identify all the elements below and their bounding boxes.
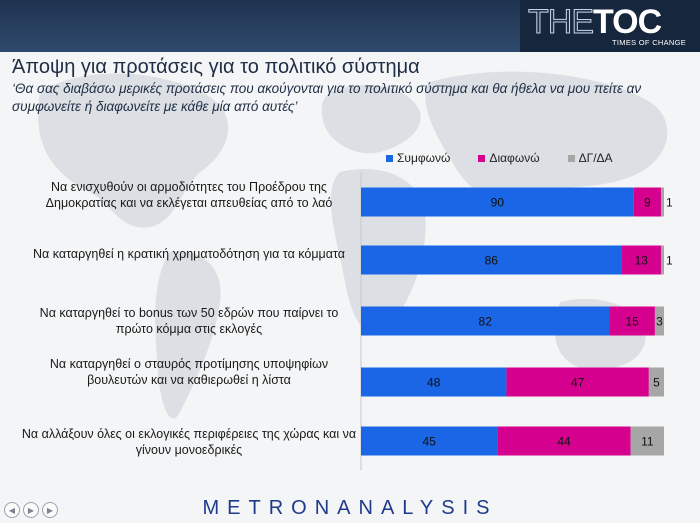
data-label-dk: 1 — [666, 254, 673, 268]
bar-segment-disagree — [506, 367, 649, 397]
data-label-agree: 86 — [485, 254, 499, 268]
legend-item-agree: Συμφωνώ — [386, 151, 450, 165]
bar-segment-agree — [361, 426, 498, 456]
bar-segment-dk — [660, 245, 664, 275]
logo-toc-text: TOC — [593, 3, 662, 41]
statement-label: Να αλλάξουν όλες οι εκλογικές περιφέρειε… — [21, 427, 357, 457]
legend-label-agree: Συμφωνώ — [397, 151, 451, 165]
data-label-agree: 48 — [427, 376, 441, 390]
bar-segment-agree — [361, 306, 610, 336]
legend-swatch-dk — [567, 154, 575, 162]
bar-segment-disagree — [633, 187, 661, 217]
legend-label-disagree: Διαφωνώ — [489, 151, 540, 165]
bar-segment-agree — [361, 187, 634, 217]
bar-segment-dk — [630, 426, 664, 456]
bar-segment-dk — [654, 306, 664, 336]
prev-slide-icon[interactable]: ◀ — [4, 502, 20, 518]
bar-segment-disagree — [609, 306, 655, 336]
bar-segment-agree — [361, 245, 622, 275]
legend-item-disagree: Διαφωνώ — [478, 151, 540, 165]
data-label-dk: 11 — [641, 435, 654, 449]
data-label-disagree: 15 — [626, 315, 640, 329]
bar-segment-disagree — [621, 245, 661, 275]
legend-swatch-disagree — [478, 154, 486, 162]
legend-swatch-agree — [386, 154, 393, 162]
legend-item-dk: ΔΓ/ΔΑ — [567, 151, 613, 165]
legend-label-dk: ΔΓ/ΔΑ — [578, 151, 613, 165]
data-label-dk: 1 — [666, 196, 673, 210]
data-label-disagree: 13 — [635, 254, 649, 268]
slide-navigation: ◀ ▶ ▶ — [4, 502, 58, 518]
data-label-dk: 3 — [656, 315, 663, 329]
logo-tagline: TIMES OF CHANGE — [612, 38, 687, 47]
data-label-agree: 45 — [422, 435, 436, 449]
data-label-disagree: 47 — [571, 376, 585, 390]
question-text: ‘Θα σας διαβάσω μερικές προτάσεις που ακ… — [12, 81, 642, 114]
metronanalysis-logo: METRONANALYSIS — [202, 497, 498, 519]
thetoc-logo: THETOC TIMES OF CHANGE — [520, 0, 700, 52]
data-label-agree: 82 — [479, 315, 493, 329]
bar-segment-dk — [660, 187, 664, 217]
statement-label: Να ενισχυθούν οι αρμοδιότητες του Προέδρ… — [45, 180, 333, 210]
play-icon[interactable]: ▶ — [23, 502, 39, 518]
chart-legend: Συμφωνώ Διαφωνώ ΔΓ/ΔΑ — [386, 151, 613, 165]
data-label-agree: 90 — [491, 196, 505, 210]
page-title: Άποψη για προτάσεις για το πολιτικό σύστ… — [12, 56, 420, 78]
logo-the-text: THE — [528, 3, 595, 42]
data-label-disagree: 9 — [644, 196, 651, 210]
bar-segment-dk — [648, 367, 664, 397]
statement-label: Να καταργηθεί η κρατική χρηματοδότηση γι… — [33, 247, 345, 261]
next-slide-icon[interactable]: ▶ — [42, 502, 58, 518]
data-label-dk: 5 — [653, 376, 660, 390]
bar-segment-agree — [361, 367, 507, 397]
statement-label: Να καταργηθεί ο σταυρός προτίμησης υποψη… — [49, 357, 329, 387]
statement-label: Να καταργηθεί το bonus των 50 εδρών που … — [39, 306, 339, 336]
bar-segment-disagree — [497, 426, 631, 456]
data-label-disagree: 44 — [557, 435, 571, 449]
